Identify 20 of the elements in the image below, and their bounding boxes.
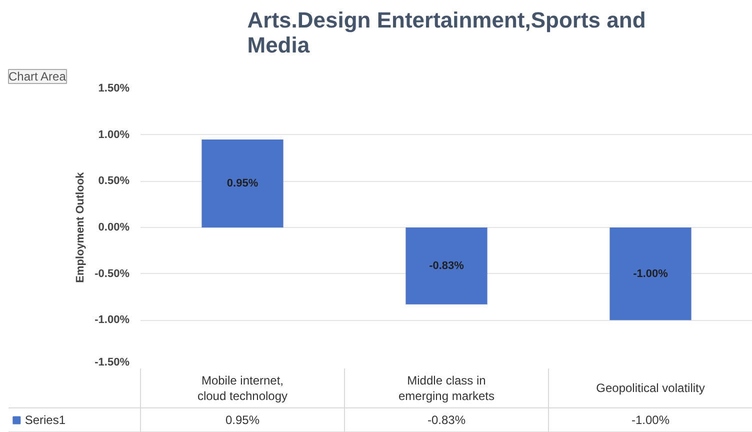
text: -1.00%: [633, 268, 668, 280]
x-tick-label: Middle class in emerging markets: [398, 373, 495, 403]
y-tick-label: -1.00%: [94, 314, 130, 326]
x-tick-label: Geopolitical volatility: [596, 381, 705, 396]
y-tick-label: -1.50%: [94, 356, 130, 368]
y-axis-title: Employment Outlook: [74, 171, 87, 283]
data-label: -1.00%: [631, 413, 670, 428]
y-tick-label: 1.50%: [98, 82, 130, 94]
y-tick-label: 0.50%: [98, 175, 130, 188]
data-label: 0.95%: [225, 413, 260, 428]
y-tick-label: -0.50%: [94, 268, 130, 280]
chart-title: Arts.Design Entertainment,Sports and Media: [247, 8, 646, 58]
x-tick-label: Mobile internet, cloud technology: [197, 373, 288, 403]
text: -0.83%: [429, 260, 464, 272]
data-label: -0.83%: [427, 413, 466, 428]
text: 0.95%: [226, 177, 258, 190]
y-tick-label: 0.00%: [98, 222, 130, 234]
y-tick-label: 1.00%: [98, 128, 130, 141]
text: Chart Area: [8, 70, 66, 84]
legend-label: Series1: [24, 413, 66, 428]
